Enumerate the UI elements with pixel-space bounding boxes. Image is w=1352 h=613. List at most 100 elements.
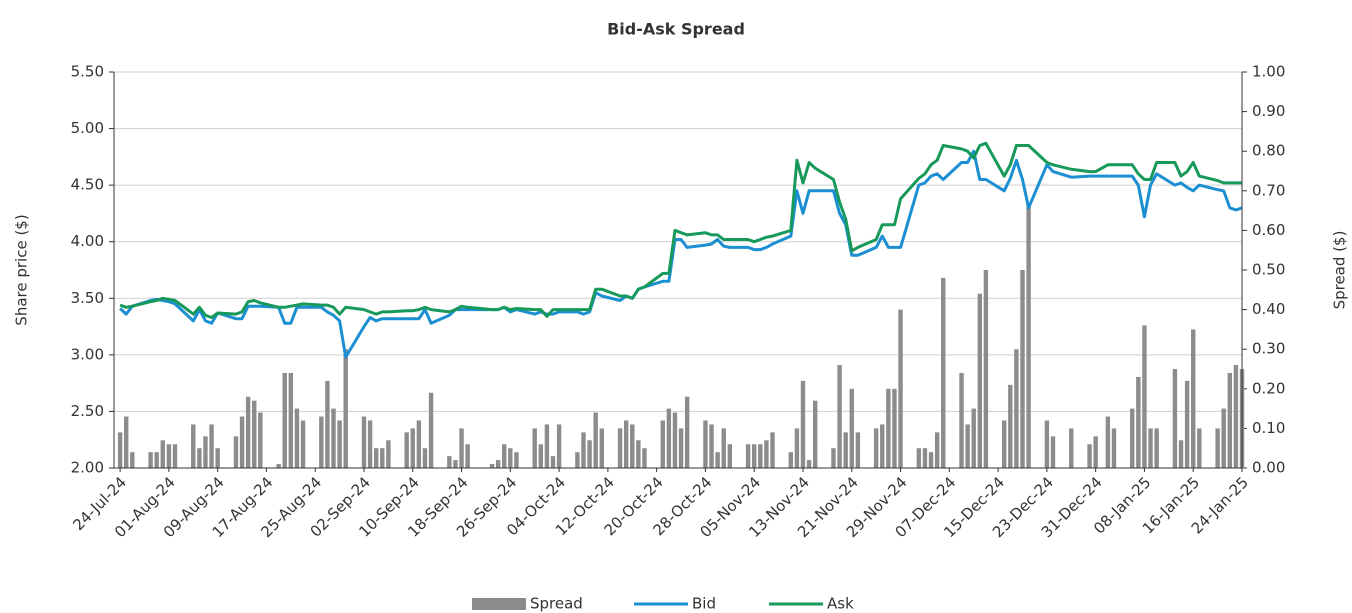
spread-bar [831, 448, 836, 468]
spread-bar [148, 452, 153, 468]
spread-bar [617, 428, 623, 468]
spread-bar [941, 277, 946, 468]
y2-axis-label: Spread ($) [1331, 231, 1349, 310]
spread-bar [721, 428, 726, 468]
spread-bar [636, 440, 641, 468]
spread-bar [1105, 416, 1111, 468]
spread-bar [1020, 270, 1025, 468]
legend-label: Spread [530, 595, 583, 613]
spread-bar [489, 464, 495, 468]
spread-bar [788, 452, 793, 468]
y2-tick-label: 0.40 [1252, 300, 1285, 318]
spread-bar [319, 416, 324, 468]
spread-bar [599, 428, 604, 468]
spread-bar [934, 432, 940, 468]
spread-bar [898, 309, 903, 468]
spread-bar [276, 464, 281, 468]
spread-bar [855, 432, 861, 468]
spread-bar [623, 420, 629, 468]
spread-bar [337, 420, 342, 468]
spread-bar [215, 448, 220, 468]
y2-tick-label: 0.30 [1252, 340, 1285, 358]
spread-bar [422, 448, 428, 468]
y-tick-label: 4.00 [71, 232, 104, 250]
spread-bar [983, 270, 989, 468]
spread-bar [1044, 420, 1050, 468]
spread-bar [575, 452, 580, 468]
y2-tick-label: 0.20 [1252, 379, 1285, 397]
spread-bar [154, 452, 159, 468]
spread-bar [709, 424, 714, 468]
spread-bar [581, 432, 586, 468]
spread-bar [1069, 428, 1074, 468]
spread-bar [550, 456, 556, 468]
spread-bar [959, 372, 964, 468]
y-tick-label: 4.50 [71, 176, 104, 194]
spread-bar [764, 440, 769, 468]
legend-label: Ask [827, 595, 854, 613]
spread-bar [233, 436, 239, 468]
spread-bar [1148, 428, 1153, 468]
spread-bar [130, 452, 135, 468]
y-tick-label: 3.50 [71, 289, 104, 307]
y2-tick-label: 0.10 [1252, 419, 1285, 437]
spread-bar [245, 396, 251, 468]
spread-bar [459, 428, 464, 468]
spread-bar [117, 432, 123, 468]
spread-bar [660, 420, 665, 468]
spread-bar [880, 424, 885, 468]
spread-bar [630, 424, 635, 468]
spread-bar [1184, 380, 1190, 468]
spread-bar [502, 444, 507, 468]
spread-bar [886, 388, 891, 468]
spread-bar [514, 452, 519, 468]
spread-bar [1002, 420, 1007, 468]
spread-bar [495, 460, 501, 468]
spread-bar [1191, 329, 1196, 468]
spread-bar [1093, 436, 1098, 468]
y-tick-label: 3.00 [71, 345, 104, 363]
spread-bar [642, 448, 647, 468]
spread-bar [197, 448, 202, 468]
spread-bar [849, 388, 854, 468]
spread-bar [1233, 365, 1239, 468]
spread-bar [587, 440, 592, 468]
spread-bar [745, 444, 751, 468]
spread-bar [428, 392, 434, 468]
spread-bar [812, 400, 818, 468]
spread-bar [258, 412, 263, 468]
spread-bar [544, 424, 550, 468]
spread-bar [123, 416, 129, 468]
spread-bar [1130, 408, 1135, 468]
price-line [119, 141, 1242, 319]
spread-bar [532, 428, 537, 468]
spread-bar [971, 408, 976, 468]
spread-bar [373, 448, 379, 468]
spread-bar [892, 388, 897, 468]
y-tick-label: 2.00 [71, 459, 104, 477]
y2-tick-label: 0.60 [1252, 221, 1285, 239]
spread-bar [191, 424, 196, 468]
y2-tick-label: 0.00 [1252, 459, 1285, 477]
spread-bar [1197, 428, 1202, 468]
spread-bar [294, 408, 300, 468]
spread-bar [172, 444, 178, 468]
spread-bar [1172, 369, 1178, 468]
spread-bar [386, 440, 391, 468]
y2-tick-label: 1.00 [1252, 63, 1285, 81]
legend-swatch [472, 598, 526, 610]
spread-bar [361, 416, 367, 468]
spread-bar [843, 432, 848, 468]
spread-bar [343, 349, 348, 468]
spread-bar [752, 444, 757, 468]
spread-bar [715, 452, 720, 468]
y-tick-label: 5.00 [71, 119, 104, 137]
spread-bar [203, 436, 208, 468]
spread-bar [1014, 349, 1019, 468]
spread-bar [166, 444, 172, 468]
spread-bar [1008, 384, 1013, 468]
spread-bar [1136, 376, 1141, 468]
spread-bar [282, 372, 287, 468]
spread-bar [672, 412, 678, 468]
